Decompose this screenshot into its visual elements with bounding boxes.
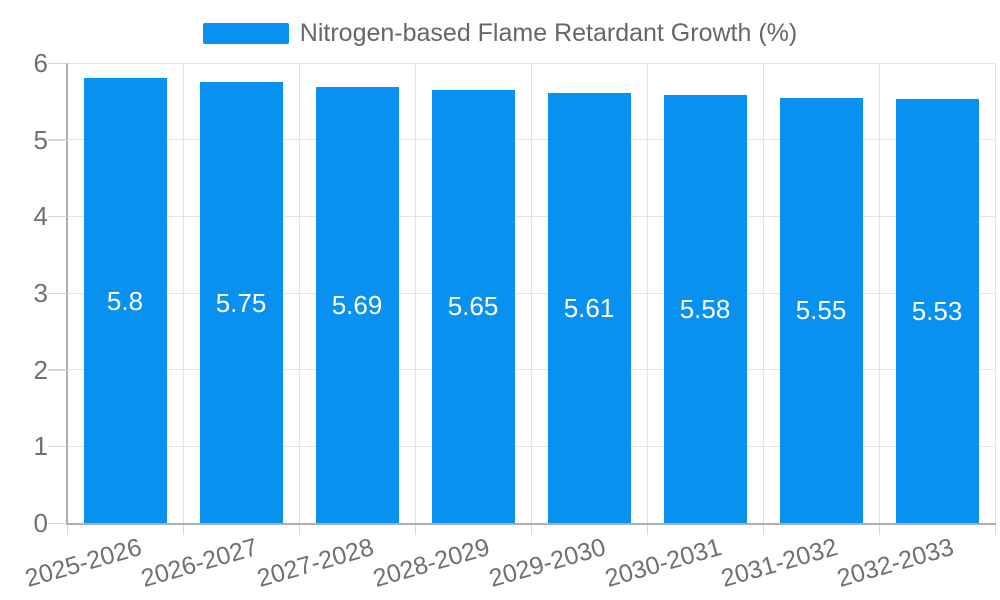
x-tick-label: 2026-2027 [138,533,261,593]
y-axis-line [66,63,68,525]
gridline-vertical [414,63,416,523]
y-tick-label: 0 [33,508,48,538]
y-tick-label: 6 [33,48,48,78]
bar[interactable] [547,92,631,523]
y-axis-tick [48,292,67,294]
bar-value-label: 5.53 [911,296,963,327]
gridline-vertical [762,63,764,523]
bar-value-label: 5.69 [331,289,383,320]
bar[interactable] [199,82,283,523]
x-tick-label: 2031-2032 [718,533,841,593]
bar-value-label: 5.58 [679,294,731,325]
x-axis-tick [298,525,300,535]
x-axis-line [66,523,996,525]
legend[interactable]: Nitrogen-based Flame Retardant Growth (%… [0,19,1000,47]
gridline-vertical [182,63,184,523]
x-tick-label: 2025-2026 [22,533,145,593]
gridline-vertical [530,63,532,523]
x-tick-label: 2032-2033 [834,533,957,593]
bar[interactable] [83,78,167,523]
x-tick-label: 2028-2029 [370,533,493,593]
bar[interactable] [315,86,399,523]
y-axis-tick [48,62,67,64]
bar[interactable] [663,95,747,523]
bar[interactable] [431,89,515,523]
bar[interactable] [895,99,979,523]
x-axis-tick [66,525,68,535]
y-axis-tick [48,369,67,371]
gridline-vertical [994,63,996,523]
y-tick-label: 2 [33,354,48,385]
y-axis-tick [48,139,67,141]
x-tick-label: 2029-2030 [486,533,609,593]
x-axis-tick [530,525,532,535]
legend-swatch [202,22,289,44]
y-axis-tick [48,215,67,218]
bar-value-label: 5.55 [795,295,847,326]
x-axis-tick [182,525,184,535]
x-tick-label: 2030-2031 [602,533,725,593]
bar[interactable] [779,97,863,523]
x-axis-tick [646,525,648,535]
bar-value-label: 5.8 [106,285,144,316]
y-tick-label: 3 [33,278,48,308]
y-tick-label: 4 [33,201,48,232]
y-axis-tick [48,522,67,524]
bar-value-label: 5.65 [447,291,499,322]
y-tick-label: 5 [33,124,48,155]
bar-value-label: 5.75 [215,287,267,318]
gridline-vertical [298,63,300,523]
x-tick-label: 2027-2028 [254,533,377,593]
y-tick-label: 1 [33,431,48,462]
gridline-vertical [646,63,648,523]
x-axis-tick [878,525,880,535]
legend-label: Nitrogen-based Flame Retardant Growth (%… [299,19,798,47]
x-axis-tick [414,525,416,535]
x-axis-tick [994,525,996,535]
gridline-vertical [878,63,880,523]
y-axis-tick [48,445,67,448]
x-axis-tick [762,525,764,535]
bar-value-label: 5.61 [563,292,615,323]
